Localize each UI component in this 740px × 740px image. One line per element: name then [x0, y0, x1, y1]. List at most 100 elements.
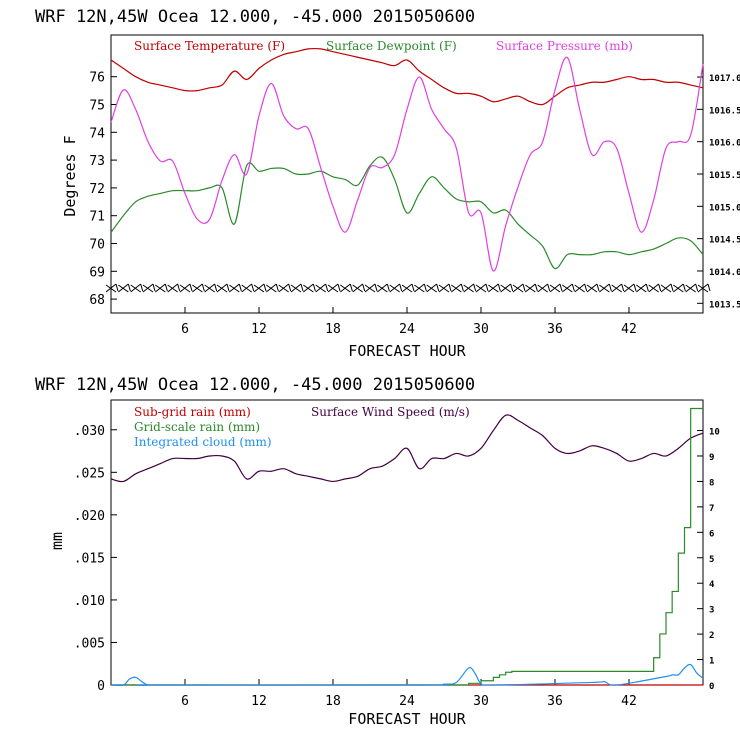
wind-barb	[636, 283, 649, 293]
wind-barb	[253, 283, 267, 293]
series-line-surface-wind-speed-m-s	[110, 414, 704, 483]
panel2-legend-subgrid-rain: Sub-grid rain (mm)	[134, 405, 251, 419]
wind-barb	[438, 283, 452, 293]
wind-barb	[167, 283, 181, 293]
x-tick-label: 42	[621, 322, 637, 337]
wind-barb	[488, 283, 501, 293]
y-left-tick-label: 75	[89, 99, 105, 114]
wind-barb	[303, 283, 316, 293]
x-tick-label: 6	[181, 322, 189, 337]
wind-barb	[105, 283, 119, 293]
wind-barb	[475, 283, 489, 293]
y-right-tick-label: 4	[709, 580, 715, 590]
series-line-grid-scale-rain-mm	[111, 407, 703, 686]
wind-barb	[340, 283, 353, 293]
y-right-tick-label: 1015.5	[709, 171, 740, 181]
wind-barb	[216, 283, 230, 293]
panel1-legend-pressure: Surface Pressure (mb)	[496, 39, 633, 53]
wind-barb	[685, 283, 699, 293]
wind-barb	[192, 283, 205, 293]
wind-barb	[155, 283, 168, 293]
x-tick-label: 36	[547, 322, 563, 337]
y-right-tick-label: 6	[709, 529, 714, 539]
wind-barb	[389, 283, 403, 293]
x-tick-label: 30	[473, 322, 489, 337]
wind-barb	[648, 283, 662, 293]
y-left-tick-label: 0	[97, 679, 105, 694]
x-tick-label: 18	[325, 322, 341, 337]
series-line-integrated-cloud-mm	[110, 663, 704, 687]
wind-barb	[414, 283, 427, 293]
x-tick-label: 12	[251, 694, 267, 709]
panel1-y-axis-label: Degrees F	[61, 135, 79, 216]
y-right-tick-label: 5	[709, 555, 714, 565]
y-right-tick-label: 1014.5	[709, 236, 740, 246]
panel1-legend-temperature: Surface Temperature (F)	[134, 39, 285, 53]
y-left-tick-label: 72	[89, 182, 105, 197]
panel1-legend-dewpoint: Surface Dewpoint (F)	[326, 39, 457, 53]
y-right-tick-label: 0	[709, 682, 714, 692]
wind-barb	[673, 283, 686, 293]
wind-barb	[451, 283, 464, 293]
wind-barb	[241, 283, 255, 293]
y-left-tick-label: 71	[89, 210, 105, 225]
y-right-tick-label: 1016.0	[709, 139, 740, 149]
wind-barb	[586, 283, 600, 293]
y-right-tick-label: 1014.0	[709, 268, 740, 278]
series-line-surface-dewpoint-f	[110, 156, 704, 270]
y-left-tick-label: .015	[74, 551, 105, 566]
wind-barb	[500, 283, 514, 293]
wind-barb	[463, 283, 477, 293]
wind-barb	[266, 283, 279, 293]
wind-barb	[697, 283, 711, 293]
y-right-tick-label: 1015.0	[709, 203, 740, 213]
wind-barb	[352, 283, 366, 293]
y-right-tick-label: 1016.5	[709, 106, 740, 116]
panel2-y-axis-label: mm	[48, 532, 66, 550]
wind-barb	[660, 283, 674, 293]
y-right-tick-label: 7	[709, 504, 714, 514]
x-tick-label: 36	[547, 694, 563, 709]
panel2-title: WRF 12N,45W Ocea 12.000, -45.000 2015050…	[35, 375, 475, 395]
y-left-tick-label: 73	[89, 154, 105, 169]
panel2-x-axis-label: FORECAST HOUR	[348, 710, 466, 728]
panel2-legend-gridscale-rain: Grid-scale rain (mm)	[134, 420, 260, 434]
panel1-x-axis-label: FORECAST HOUR	[348, 342, 466, 360]
wind-barb	[327, 283, 341, 293]
x-tick-label: 24	[399, 322, 415, 337]
y-left-tick-label: 69	[89, 265, 105, 280]
wind-barb	[512, 283, 526, 293]
wind-barb	[130, 283, 144, 293]
wind-barb	[611, 283, 625, 293]
y-left-tick-label: 76	[89, 71, 105, 86]
wind-barb	[574, 283, 588, 293]
panel1-axes: 6 12 18 24 30 36 42 68 69 70 71 72 73 74 75 76 1013.5 101…	[89, 71, 740, 337]
y-left-tick-label: 68	[89, 293, 105, 308]
x-tick-label: 30	[473, 694, 489, 709]
y-right-tick-label: 10	[709, 428, 720, 438]
wind-barb	[537, 283, 551, 293]
y-right-tick-label: 1013.5	[709, 300, 740, 310]
x-tick-label: 6	[181, 694, 189, 709]
wind-barb	[142, 283, 156, 293]
wind-barb	[549, 283, 563, 293]
x-tick-label: 12	[251, 322, 267, 337]
wind-barb	[525, 283, 538, 293]
wind-barb	[562, 283, 575, 293]
y-left-tick-label: .025	[74, 466, 105, 481]
wind-barb	[204, 283, 218, 293]
y-right-tick-label: 1017.0	[709, 74, 740, 84]
panel1-plot-frame	[110, 34, 704, 314]
y-right-tick-label: 3	[709, 606, 714, 616]
x-tick-label: 18	[325, 694, 341, 709]
x-tick-label: 42	[621, 694, 637, 709]
wind-barb	[377, 283, 390, 293]
wind-barb	[401, 283, 415, 293]
y-left-tick-label: .010	[74, 594, 105, 609]
wind-barb	[623, 283, 637, 293]
wind-barb	[599, 283, 612, 293]
x-tick-label: 24	[399, 694, 415, 709]
series-line-surface-pressure-mb	[110, 56, 704, 272]
wind-barb	[118, 283, 131, 293]
